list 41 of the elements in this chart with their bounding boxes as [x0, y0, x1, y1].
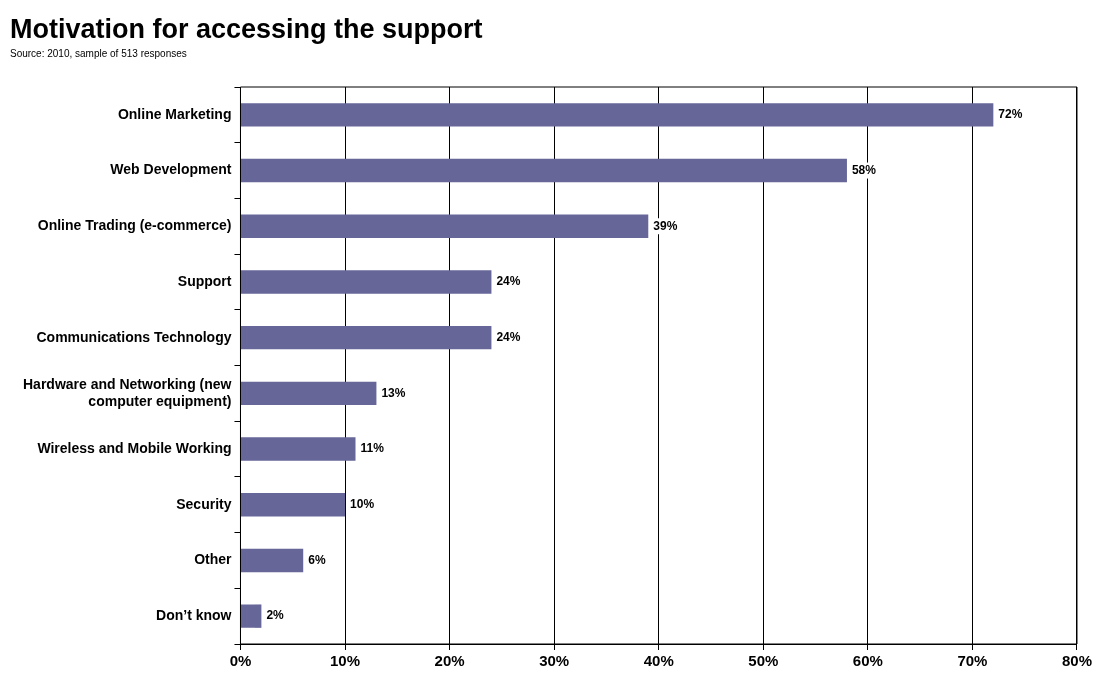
- x-tick-label: 0%: [229, 652, 252, 670]
- data-label: 39%: [653, 218, 678, 233]
- y-tick-label: Other: [194, 551, 233, 568]
- y-tick-label: Online Trading (e-commerce): [37, 217, 232, 234]
- bar: [240, 437, 356, 461]
- x-tick-label: 20%: [434, 652, 465, 670]
- data-label: 11%: [360, 441, 385, 456]
- x-tick-label: 70%: [957, 652, 988, 670]
- bar: [240, 604, 262, 628]
- x-tick-label: 50%: [748, 652, 779, 670]
- data-label: 72%: [998, 107, 1023, 122]
- x-tick-label: 60%: [852, 652, 883, 670]
- bar: [240, 214, 649, 238]
- data-label: 6%: [308, 552, 326, 567]
- bar: [240, 158, 847, 183]
- x-tick-label: 30%: [539, 652, 570, 670]
- y-tick-label: Support: [177, 272, 232, 289]
- y-tick-label: Security: [176, 495, 232, 512]
- bar: [240, 270, 492, 294]
- data-label: 58%: [851, 162, 877, 177]
- x-tick-label: 80%: [1061, 652, 1092, 670]
- y-tick-label: Hardware and Networking (new computer equipment): [23, 375, 232, 409]
- data-label: 2%: [266, 608, 285, 623]
- data-label: 10%: [350, 497, 375, 512]
- bar: [240, 493, 346, 517]
- text: Source: 2010, sample of 513 responses: [10, 48, 187, 59]
- bar: [240, 325, 492, 350]
- bar: [240, 381, 377, 406]
- bar: [240, 103, 994, 127]
- y-tick-label: Wireless and Mobile Working: [37, 439, 232, 456]
- y-tick-label: Communications Technology: [36, 328, 232, 345]
- y-tick-label: Online Marketing: [117, 105, 232, 122]
- data-label: 24%: [496, 274, 521, 289]
- chart-title: Motivation for accessing the support: [10, 14, 483, 45]
- y-tick-label: Web Development: [110, 161, 232, 178]
- y-tick-label: Don’t know: [156, 607, 232, 624]
- data-label: 24%: [496, 329, 521, 344]
- bar: [240, 548, 304, 573]
- x-tick-label: 10%: [330, 652, 361, 670]
- data-label: 13%: [381, 385, 406, 400]
- x-tick-label: 40%: [643, 652, 674, 670]
